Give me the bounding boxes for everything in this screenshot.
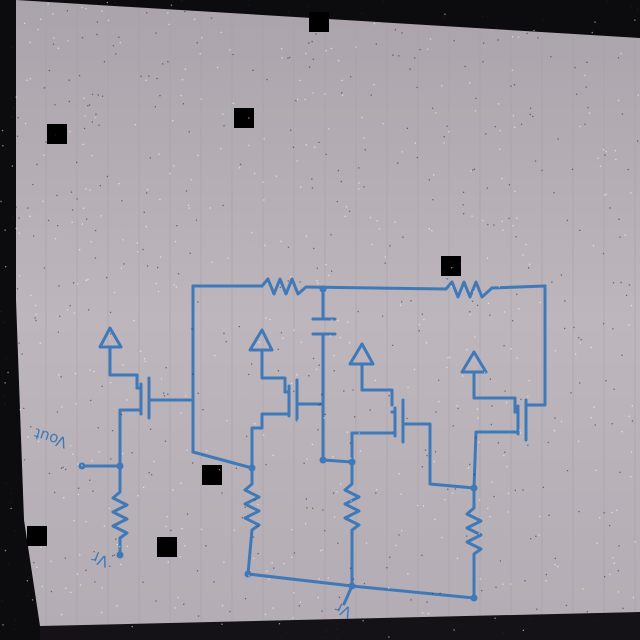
supply-arrow-4 — [460, 350, 517, 414]
transistor-1 — [118, 376, 195, 474]
resistor-3 — [343, 460, 361, 588]
capacitor — [311, 287, 337, 462]
transistor-3 — [350, 398, 476, 490]
bias-wire-3 — [321, 458, 354, 464]
top-rail-wire — [191, 284, 547, 291]
vr-bottom-label: Vr — [331, 598, 354, 622]
top-resistor-1 — [260, 277, 308, 296]
circuit-schematic — [80, 277, 547, 606]
resistor-1 — [111, 470, 129, 557]
transistor-2 — [250, 378, 325, 470]
supply-arrow-3 — [348, 342, 394, 407]
vr-left-label: Vr — [88, 548, 110, 571]
ground-wire-2 — [191, 450, 254, 470]
transistor-4 — [472, 398, 530, 490]
right-vertical-wire — [526, 284, 547, 407]
resistor-4 — [465, 486, 483, 600]
supply-arrow-1 — [98, 326, 139, 390]
top-resistor-2 — [444, 280, 494, 299]
junction-dots — [78, 285, 478, 602]
resistor-2 — [243, 466, 261, 576]
occluder-squares — [27, 12, 461, 557]
paper-bottom-edge — [40, 612, 640, 640]
supply-arrow-2 — [248, 328, 287, 394]
